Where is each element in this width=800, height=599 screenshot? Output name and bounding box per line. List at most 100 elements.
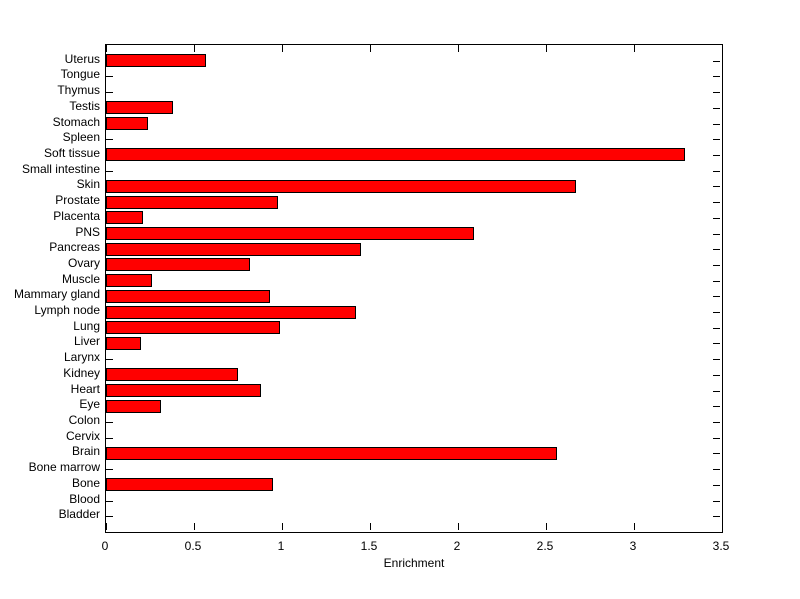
y-tick-mark-left (106, 171, 113, 172)
y-tick-mark-right (713, 406, 720, 407)
x-tick-mark-top (282, 45, 283, 52)
y-tick-label: Heart (70, 382, 100, 396)
y-tick-label: Placenta (53, 209, 100, 223)
y-tick-mark-right (713, 202, 720, 203)
y-tick-label: Tongue (60, 67, 100, 81)
bar (106, 368, 238, 381)
y-tick-mark-right (713, 249, 720, 250)
y-tick-label: Stomach (52, 115, 100, 129)
y-tick-mark-right (713, 186, 720, 187)
y-tick-label: Muscle (61, 272, 100, 286)
y-tick-mark-right (713, 124, 720, 125)
y-tick-mark-right (713, 359, 720, 360)
y-tick-label: Lung (73, 319, 100, 333)
y-tick-mark-left (106, 438, 113, 439)
x-tick-mark-bottom (370, 523, 371, 530)
x-axis-title: Enrichment (383, 556, 445, 570)
y-tick-mark-right (713, 265, 720, 266)
y-tick-mark-right (713, 296, 720, 297)
x-tick-label: 3.5 (712, 539, 730, 553)
y-tick-label: Ovary (67, 256, 100, 270)
bar (106, 227, 474, 240)
bar (106, 290, 270, 303)
x-tick-label: 2.5 (536, 539, 554, 553)
y-tick-label: Cervix (65, 429, 100, 443)
x-tick-mark-top (194, 45, 195, 52)
y-tick-label: Uterus (64, 52, 100, 66)
y-tick-label: Brain (71, 444, 100, 458)
y-tick-label: Small intestine (21, 162, 100, 176)
y-tick-mark-right (713, 61, 720, 62)
bar (106, 258, 250, 271)
y-tick-mark-right (713, 281, 720, 282)
y-tick-label: Larynx (63, 350, 100, 364)
y-tick-mark-right (713, 391, 720, 392)
y-tick-mark-right (713, 234, 720, 235)
y-tick-mark-right (713, 453, 720, 454)
y-tick-mark-right (713, 328, 720, 329)
y-tick-label: Bone (71, 476, 100, 490)
y-tick-mark-right (713, 438, 720, 439)
y-tick-label: Lymph node (34, 303, 100, 317)
x-tick-mark-top (634, 45, 635, 52)
bar (106, 180, 576, 193)
y-tick-label: Thymus (57, 83, 100, 97)
y-tick-mark-right (713, 469, 720, 470)
x-tick-mark-bottom (106, 523, 107, 530)
y-tick-label: Spleen (62, 130, 100, 144)
bar (106, 478, 273, 491)
bar (106, 101, 173, 114)
x-tick-label: 0.5 (184, 539, 202, 553)
bar (106, 321, 280, 334)
x-tick-mark-bottom (722, 523, 723, 530)
y-tick-mark-right (713, 76, 720, 77)
y-tick-mark-right (713, 485, 720, 486)
y-tick-mark-right (713, 155, 720, 156)
bar (106, 274, 152, 287)
bar (106, 400, 161, 413)
x-tick-mark-bottom (546, 523, 547, 530)
y-tick-mark-left (106, 76, 113, 77)
bar (106, 243, 361, 256)
bar (106, 54, 206, 67)
y-tick-mark-left (106, 359, 113, 360)
y-tick-mark-left (106, 422, 113, 423)
y-tick-label: Testis (69, 99, 100, 113)
y-tick-mark-left (106, 139, 113, 140)
x-tick-mark-bottom (458, 523, 459, 530)
x-tick-label: 1.5 (360, 539, 378, 553)
y-tick-mark-right (713, 218, 720, 219)
plot-area (105, 44, 723, 533)
y-tick-label: Colon (68, 413, 100, 427)
y-tick-mark-left (106, 469, 113, 470)
bar (106, 148, 685, 161)
y-tick-mark-left (106, 501, 113, 502)
x-tick-label: 3 (629, 539, 637, 553)
y-tick-label: Pancreas (49, 240, 100, 254)
y-tick-mark-right (713, 422, 720, 423)
y-tick-label: PNS (75, 225, 100, 239)
y-tick-label: Mammary gland (13, 287, 100, 301)
y-tick-label: Prostate (55, 193, 100, 207)
bar (106, 306, 356, 319)
y-tick-mark-right (713, 343, 720, 344)
x-tick-mark-top (546, 45, 547, 52)
y-tick-mark-right (713, 375, 720, 376)
bar (106, 196, 278, 209)
x-tick-mark-top (106, 45, 107, 52)
y-tick-label: Kidney (63, 366, 100, 380)
bar (106, 384, 261, 397)
y-tick-mark-right (713, 501, 720, 502)
x-tick-label: 0 (101, 539, 109, 553)
y-tick-label: Eye (79, 397, 100, 411)
x-tick-mark-top (458, 45, 459, 52)
y-tick-mark-right (713, 92, 720, 93)
bar (106, 211, 143, 224)
y-tick-mark-left (106, 92, 113, 93)
x-tick-mark-bottom (194, 523, 195, 530)
y-tick-label: Bone marrow (28, 460, 100, 474)
y-tick-label: Soft tissue (43, 146, 100, 160)
y-tick-mark-right (713, 516, 720, 517)
x-tick-mark-bottom (282, 523, 283, 530)
